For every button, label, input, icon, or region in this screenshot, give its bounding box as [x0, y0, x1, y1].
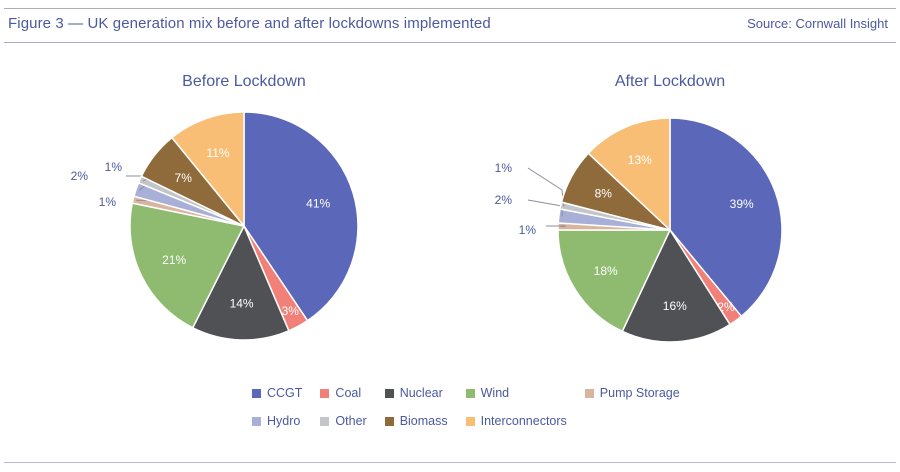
- pie-slice-interconnectors: [587, 117, 671, 232]
- legend-item-nuclear: Nuclear: [384, 386, 448, 400]
- pie-title: After Lockdown: [615, 73, 725, 90]
- data-label-hydro: 2%: [71, 169, 89, 183]
- pie-slice-ccgt: [243, 111, 359, 322]
- legend-label: Interconnectors: [480, 414, 567, 428]
- legend-swatch: [252, 388, 261, 398]
- pie-slice-wind: [557, 229, 672, 333]
- legend-swatch: [320, 416, 330, 426]
- pie-slice-nuclear: [191, 224, 290, 341]
- legend-label: CCGT: [267, 386, 303, 400]
- legend-swatch: [384, 416, 394, 426]
- legend-item-biomass: Biomass: [384, 414, 448, 428]
- figure-source: Source: Cornwall Insight: [747, 16, 888, 31]
- legend-label: Biomass: [399, 414, 448, 428]
- data-label-wind: 21%: [162, 253, 186, 267]
- legend-label: Coal: [335, 386, 362, 400]
- data-label-ccgt: 39%: [730, 197, 754, 211]
- pie-slice-wind: [129, 202, 246, 329]
- legend-swatch: [384, 388, 394, 398]
- legend-item-ccgt: CCGT: [252, 386, 302, 400]
- pie-slice-interconnectors: [170, 111, 245, 229]
- header-rule: [4, 42, 896, 43]
- leader-line: [527, 199, 563, 217]
- data-label-coal: 3%: [282, 304, 300, 318]
- legend-item-hydro: Hydro: [252, 414, 302, 428]
- pie-slice-nuclear: [621, 228, 732, 343]
- data-label-interconnectors: 11%: [206, 146, 229, 160]
- data-label-other: 1%: [105, 160, 123, 174]
- legend-label: Wind: [480, 386, 510, 400]
- bottom-rule: [4, 462, 896, 463]
- pie-title: Before Lockdown: [182, 73, 306, 90]
- pie-slice-ccgt: [669, 117, 783, 318]
- legend-label: Other: [335, 414, 367, 428]
- legend-swatch: [465, 416, 475, 426]
- legend-swatch: [252, 416, 261, 426]
- legend-swatch: [584, 388, 594, 398]
- data-label-biomass: 7%: [175, 171, 193, 185]
- top-rule: [4, 8, 896, 9]
- data-label-pump-storage: 1%: [99, 195, 117, 209]
- chart-legend: CCGT Coal Nuclear Wind Pump Storage Hydr…: [252, 386, 680, 428]
- data-label-ccgt: 41%: [306, 196, 330, 210]
- leader-line: [546, 225, 567, 228]
- legend-swatch: [465, 388, 475, 398]
- legend-item-coal: Coal: [320, 386, 366, 400]
- legend-label: Pump Storage: [599, 386, 680, 400]
- legend-item-pump-storage: Pump Storage: [584, 386, 680, 400]
- figure-title: Figure 3 — UK generation mix before and …: [8, 15, 491, 32]
- legend-item-interconnectors: Interconnectors: [465, 414, 567, 428]
- legend-label: Nuclear: [399, 386, 443, 400]
- legend-swatch: [320, 388, 330, 398]
- data-label-nuclear: 16%: [663, 299, 687, 313]
- data-label-pump-storage: 1%: [519, 223, 537, 237]
- data-label-wind: 18%: [594, 264, 618, 278]
- data-label-other: 1%: [495, 161, 513, 175]
- data-label-hydro: 2%: [495, 193, 513, 207]
- data-label-biomass: 8%: [595, 186, 613, 200]
- legend-item-wind: Wind: [465, 386, 567, 400]
- legend-item-other: Other: [320, 414, 367, 428]
- data-label-interconnectors: 13%: [628, 153, 652, 167]
- data-label-nuclear: 14%: [230, 297, 254, 311]
- legend-label: Hydro: [267, 414, 301, 428]
